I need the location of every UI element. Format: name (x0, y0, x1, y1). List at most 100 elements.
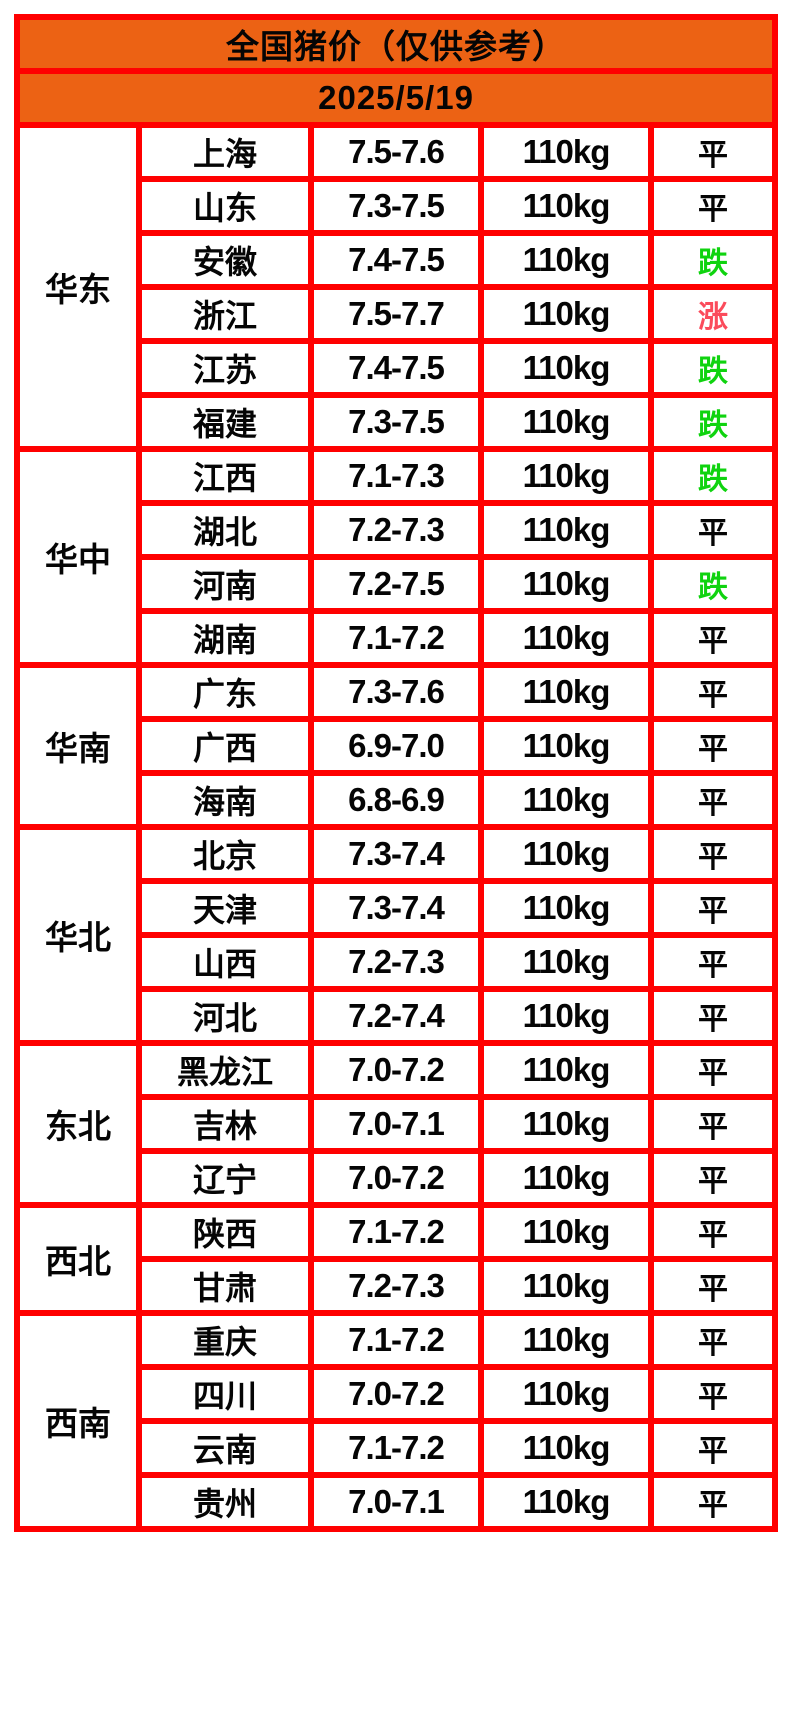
price-cell: 7.2-7.3 (308, 1256, 484, 1316)
table-row: 西北 陕西 7.1-7.2 110kg 平 (14, 1202, 779, 1316)
status-cell: 平 (647, 770, 779, 830)
date-row: 2025/5/19 (13, 68, 779, 128)
status-cell: 跌 (647, 554, 779, 614)
page-title: 全国猪价（仅供参考） (13, 14, 779, 74)
table-row: 海南 6.8-6.9 110kg 平 (17, 770, 779, 830)
region-cell: 华中 (14, 446, 142, 668)
province-cell: 广东 (136, 662, 314, 722)
price-cell: 7.0-7.2 (308, 1148, 484, 1208)
province-cell: 甘肃 (136, 1256, 314, 1316)
weight-cell: 110kg (478, 1418, 654, 1478)
status-cell: 平 (647, 824, 779, 884)
status-cell: 跌 (647, 338, 779, 398)
weight-cell: 110kg (478, 662, 654, 722)
status-cell: 平 (647, 1148, 779, 1208)
table-row: 浙江 7.5-7.7 110kg 涨 (17, 284, 779, 344)
table-row: 天津 7.3-7.4 110kg 平 (17, 878, 779, 938)
status-cell: 平 (647, 878, 779, 938)
status-cell: 平 (647, 122, 779, 182)
price-cell: 7.1-7.2 (308, 1202, 484, 1262)
weight-cell: 110kg (478, 878, 654, 938)
weight-cell: 110kg (478, 1094, 654, 1154)
weight-cell: 110kg (478, 446, 654, 506)
pig-price-page: 全国猪价（仅供参考） 2025/5/19 华东 上海 7.5-7.6 110kg 平山东… (13, 14, 779, 1532)
province-cell: 山东 (136, 176, 314, 236)
price-cell: 7.3-7.5 (308, 176, 484, 236)
weight-cell: 110kg (478, 608, 654, 668)
table-row: 江苏 7.4-7.5 110kg 跌 (17, 338, 779, 398)
table-row: 华东 上海 7.5-7.6 110kg 平 (14, 122, 779, 452)
status-cell: 跌 (647, 392, 779, 452)
status-cell: 平 (647, 662, 779, 722)
table-row: 河南 7.2-7.5 110kg 跌 (17, 554, 779, 614)
table-row: 云南 7.1-7.2 110kg 平 (17, 1418, 779, 1478)
region-cell: 东北 (14, 1040, 142, 1208)
table-row: 山西 7.2-7.3 110kg 平 (17, 932, 779, 992)
table-row: 华中 江西 7.1-7.3 110kg 跌 (14, 446, 779, 668)
province-cell: 浙江 (136, 284, 314, 344)
status-cell: 平 (647, 176, 779, 236)
table-row: 贵州 7.0-7.1 110kg 平 (17, 1472, 779, 1532)
table-row: 湖北 7.2-7.3 110kg 平 (17, 500, 779, 560)
table-body: 华东 上海 7.5-7.6 110kg 平山东 7.3-7.5 110kg 平安徽 7.4-7.… (14, 122, 779, 1532)
status-cell: 平 (647, 608, 779, 668)
pig-price-table: 全国猪价（仅供参考） 2025/5/19 华东 上海 7.5-7.6 110kg 平山东… (13, 14, 779, 1532)
region-cell: 华东 (14, 122, 142, 452)
table-row: 河北 7.2-7.4 110kg 平 (17, 986, 779, 1046)
price-cell: 7.3-7.6 (308, 662, 484, 722)
table-row: 山东 7.3-7.5 110kg 平 (17, 176, 779, 236)
province-cell: 河北 (136, 986, 314, 1046)
price-cell: 7.1-7.3 (308, 446, 484, 506)
table-row: 湖南 7.1-7.2 110kg 平 (17, 608, 779, 668)
weight-cell: 110kg (478, 1148, 654, 1208)
weight-cell: 110kg (478, 986, 654, 1046)
status-cell: 平 (647, 986, 779, 1046)
table-row: 东北 黑龙江 7.0-7.2 110kg 平 (14, 1040, 779, 1208)
table-row: 四川 7.0-7.2 110kg 平 (17, 1364, 779, 1424)
price-cell: 7.3-7.4 (308, 878, 484, 938)
weight-cell: 110kg (478, 1040, 654, 1100)
province-cell: 贵州 (136, 1472, 314, 1532)
price-cell: 7.5-7.7 (308, 284, 484, 344)
province-cell: 云南 (136, 1418, 314, 1478)
weight-cell: 110kg (478, 500, 654, 560)
price-cell: 7.0-7.2 (308, 1040, 484, 1100)
weight-cell: 110kg (478, 392, 654, 452)
table-row: 安徽 7.4-7.5 110kg 跌 (17, 230, 779, 290)
price-cell: 7.1-7.2 (308, 608, 484, 668)
weight-cell: 110kg (478, 716, 654, 776)
table-row: 辽宁 7.0-7.2 110kg 平 (17, 1148, 779, 1208)
status-cell: 跌 (647, 446, 779, 506)
region-cell: 西北 (14, 1202, 142, 1316)
table-row: 西南 重庆 7.1-7.2 110kg 平 (14, 1310, 779, 1532)
price-cell: 7.2-7.4 (308, 986, 484, 1046)
province-cell: 北京 (136, 824, 314, 884)
province-cell: 重庆 (136, 1310, 314, 1370)
price-cell: 7.0-7.1 (308, 1472, 484, 1532)
province-cell: 河南 (136, 554, 314, 614)
province-cell: 四川 (136, 1364, 314, 1424)
price-cell: 7.4-7.5 (308, 338, 484, 398)
weight-cell: 110kg (478, 338, 654, 398)
weight-cell: 110kg (478, 176, 654, 236)
weight-cell: 110kg (478, 554, 654, 614)
table-header: 全国猪价（仅供参考） 2025/5/19 (13, 14, 779, 128)
weight-cell: 110kg (478, 122, 654, 182)
province-cell: 江西 (136, 446, 314, 506)
status-cell: 平 (647, 716, 779, 776)
price-cell: 7.2-7.3 (308, 932, 484, 992)
status-cell: 涨 (647, 284, 779, 344)
table-row: 福建 7.3-7.5 110kg 跌 (17, 392, 779, 452)
table-row: 华北 北京 7.3-7.4 110kg 平 (14, 824, 779, 1046)
price-cell: 6.8-6.9 (308, 770, 484, 830)
province-cell: 吉林 (136, 1094, 314, 1154)
price-cell: 7.4-7.5 (308, 230, 484, 290)
status-cell: 平 (647, 1364, 779, 1424)
price-cell: 7.3-7.4 (308, 824, 484, 884)
status-cell: 平 (647, 1040, 779, 1100)
province-cell: 湖南 (136, 608, 314, 668)
province-cell: 黑龙江 (136, 1040, 314, 1100)
date-label: 2025/5/19 (13, 68, 779, 128)
weight-cell: 110kg (478, 230, 654, 290)
status-cell: 平 (647, 1256, 779, 1316)
